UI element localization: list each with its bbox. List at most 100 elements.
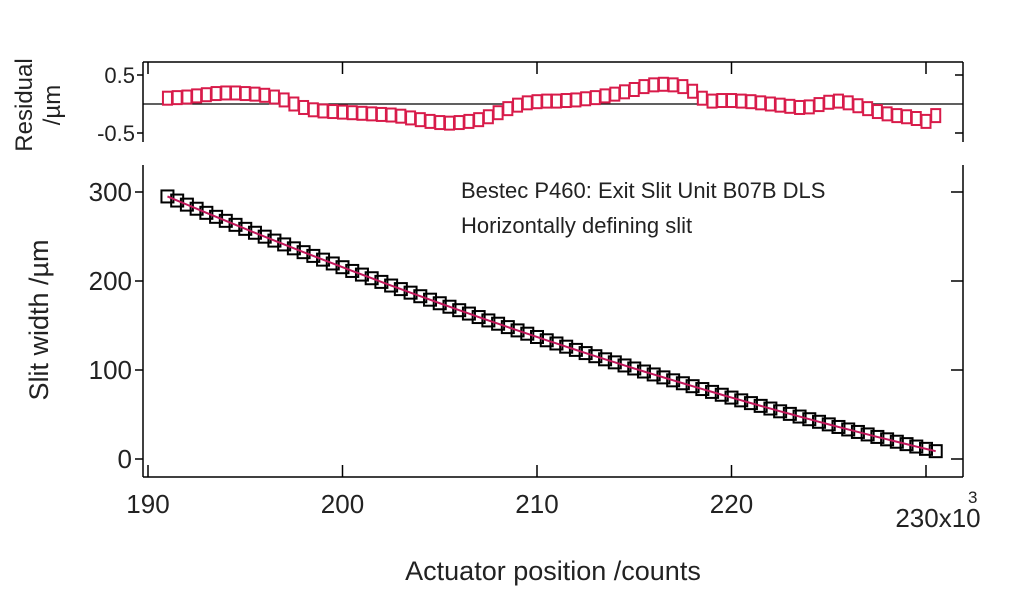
residual-ylabel-line2: /µm [39, 85, 66, 126]
data-point [889, 434, 904, 449]
chart-title-line1: Bestec P460: Exit Slit Unit B07B DLS [461, 178, 825, 203]
residual-point [181, 89, 193, 105]
data-point [471, 310, 486, 325]
data-point [364, 271, 379, 286]
data-point [695, 382, 710, 397]
residual-point [628, 82, 640, 97]
residual-y-tick-label: 0.5 [104, 63, 135, 88]
residual-point [405, 110, 417, 126]
data-point [714, 387, 729, 402]
residual-point [774, 97, 786, 113]
residual-point [337, 104, 348, 120]
residual-point [424, 113, 436, 129]
data-point [452, 303, 467, 318]
residual-point [453, 115, 465, 131]
data-point [384, 278, 399, 293]
residual-point [667, 77, 679, 93]
residual-panel: Residual /µm 0.5 -0.5 [11, 58, 964, 152]
residual-point [706, 93, 718, 109]
x-exponent: 3 [968, 488, 977, 507]
data-point [627, 361, 642, 376]
data-point [675, 376, 690, 391]
data-point [354, 267, 369, 282]
residual-point [200, 87, 212, 103]
data-point [345, 263, 360, 278]
data-point [860, 427, 875, 442]
residual-point [677, 79, 689, 95]
residual-point [784, 98, 796, 114]
residual-point [735, 93, 747, 109]
data-point [763, 401, 778, 416]
data-point [461, 306, 476, 321]
data-point [316, 252, 331, 267]
data-point [598, 352, 613, 367]
data-point [296, 245, 311, 260]
x-tick-label: 210 [515, 489, 558, 519]
residual-point [395, 108, 407, 124]
data-point [646, 367, 661, 382]
residual-point [871, 104, 883, 120]
data-point [753, 398, 768, 413]
residual-point [259, 87, 271, 103]
x-tick-label: 230x10 [895, 503, 980, 533]
residual-point [356, 105, 368, 121]
data-point [850, 424, 865, 439]
residual-point [191, 88, 203, 104]
residual-point [560, 93, 572, 109]
residual-point [434, 115, 446, 131]
data-point [325, 256, 340, 271]
x-tick-label: 200 [321, 489, 364, 519]
residual-point [687, 83, 699, 99]
residual-point [161, 90, 173, 106]
data-point [734, 393, 749, 408]
residual-point [550, 93, 562, 109]
data-point [374, 274, 389, 289]
data-point [199, 205, 214, 220]
residual-point [852, 98, 864, 114]
residual-point [657, 76, 669, 92]
residual-point [298, 99, 310, 115]
residual-point [541, 93, 553, 109]
residual-point [375, 106, 387, 122]
data-point [685, 379, 700, 394]
data-point [179, 197, 194, 212]
residual-point [385, 107, 397, 123]
residual-point [901, 109, 913, 125]
residual-point [696, 90, 708, 106]
data-point [277, 237, 292, 252]
residual-point [716, 93, 728, 109]
residual-point [794, 99, 806, 115]
data-point [607, 355, 622, 370]
data-point [743, 396, 758, 411]
data-point [636, 364, 651, 379]
residual-y-tick-label: -0.5 [97, 121, 135, 146]
residual-point [492, 105, 504, 121]
data-point [335, 260, 350, 275]
residual-point [726, 93, 737, 109]
data-point [530, 329, 544, 344]
x-tick-label: 190 [126, 489, 169, 519]
data-point [442, 299, 457, 314]
data-point [286, 241, 301, 256]
main-ylabel: Slit width /µm [24, 239, 54, 400]
residual-point [823, 94, 835, 110]
data-point [617, 358, 632, 373]
y-tick-label: 100 [89, 355, 132, 385]
data-point [189, 201, 204, 216]
data-point [568, 342, 583, 357]
data-point [880, 432, 895, 447]
residual-point [920, 113, 932, 129]
residual-point [239, 86, 251, 102]
data-point [666, 373, 681, 388]
data-point [209, 209, 224, 224]
residual-point [862, 101, 874, 117]
data-point [393, 282, 408, 297]
residual-point [327, 104, 339, 120]
residual-point [502, 101, 514, 117]
residual-point [230, 85, 242, 101]
y-tick-label: 200 [89, 266, 132, 296]
residual-point [589, 90, 601, 106]
residual-point [881, 106, 893, 122]
x-tick-label: 220 [710, 489, 753, 519]
data-point [588, 349, 603, 364]
